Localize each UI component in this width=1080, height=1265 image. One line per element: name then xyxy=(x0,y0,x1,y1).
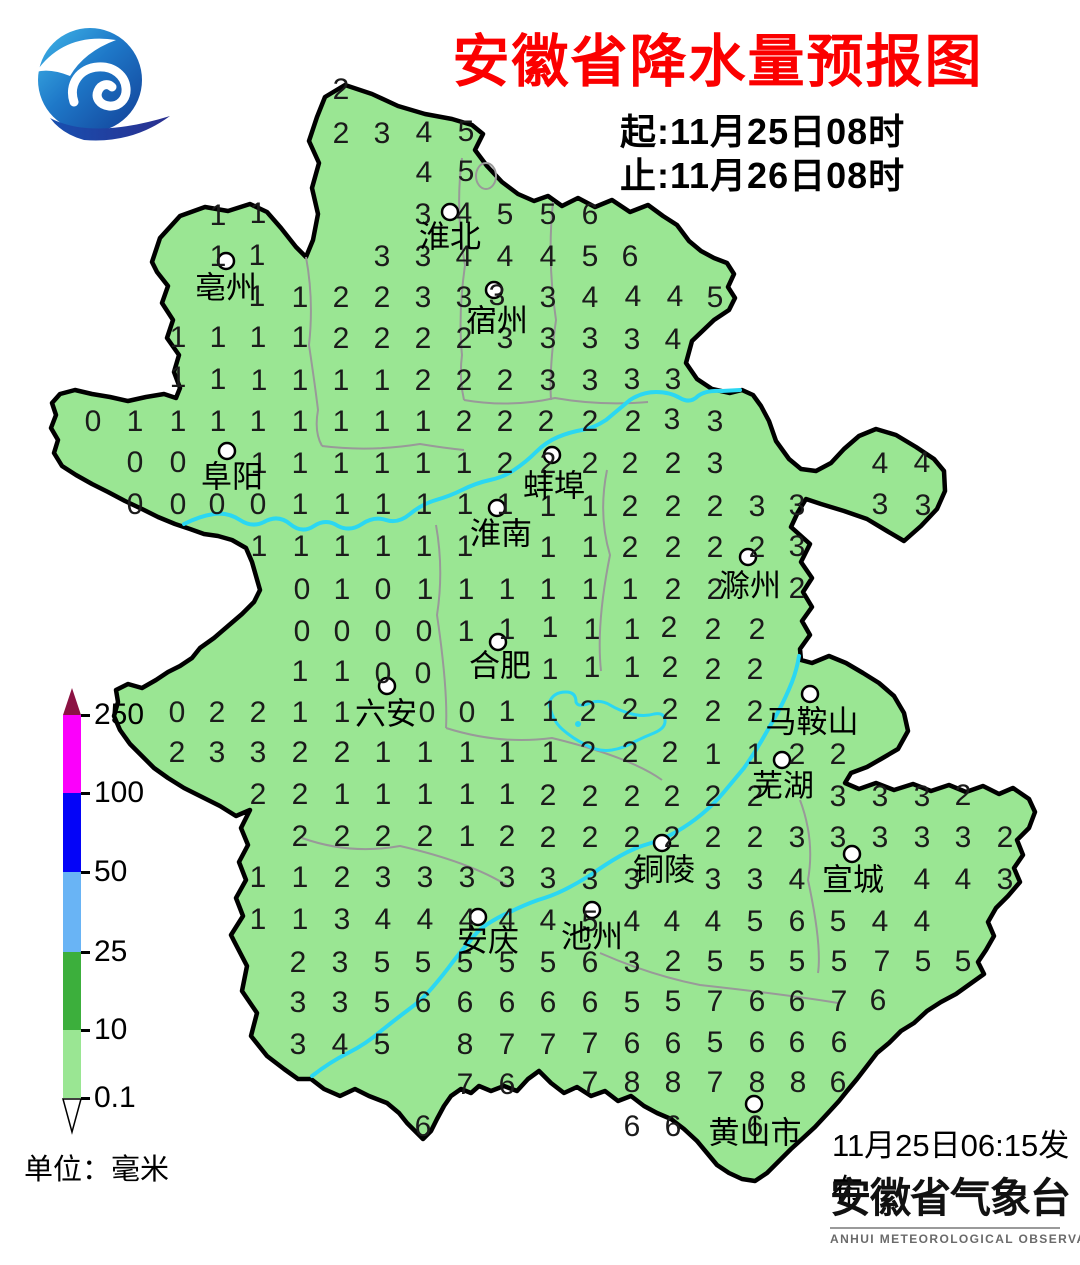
period-end: 止:11月26日08时 xyxy=(620,154,906,196)
period-start: 起:11月25日08时 xyxy=(620,111,906,152)
city-marker xyxy=(217,441,237,461)
logo-swoosh-bottom xyxy=(50,116,170,141)
city-marker xyxy=(744,1094,764,1114)
city-marker xyxy=(800,684,820,704)
rivers xyxy=(182,388,801,1078)
city-marker xyxy=(216,251,236,271)
district-boundaries xyxy=(301,157,839,1004)
huai-river xyxy=(182,388,742,532)
legend-band xyxy=(63,872,81,952)
meteorological-bureau-logo xyxy=(22,14,172,151)
agency-name-english: ANHUI METEOROLOGICAL OBSERVATORY xyxy=(830,1232,1080,1246)
legend-tick xyxy=(81,951,90,954)
issue-time: 11月25日06:15发布 xyxy=(832,1128,1070,1208)
city-marker xyxy=(488,632,508,652)
agency-name: 安徽省气象台 xyxy=(830,1175,1071,1221)
city-marker xyxy=(652,833,672,853)
legend-color-bar xyxy=(63,715,81,1098)
agency-signature: 安徽省气象台 ANHUI METEOROLOGICAL OBSERVATORY xyxy=(830,1164,1080,1246)
legend-tick xyxy=(81,1097,90,1100)
forecast-period: 起:11月25日08时 止:11月26日08时 xyxy=(620,110,905,198)
city-marker xyxy=(377,676,397,696)
lake-island xyxy=(575,721,581,727)
city-marker xyxy=(468,907,488,927)
yangtze-river xyxy=(310,654,801,1078)
city-marker xyxy=(484,280,504,300)
city-marker xyxy=(542,445,562,465)
legend-band xyxy=(63,1030,81,1098)
city-markers-group xyxy=(216,202,862,1114)
unit-label: 单位：毫米 xyxy=(24,1154,170,1186)
legend-value-label: 10 xyxy=(94,1013,128,1046)
logo-cloud-spiral xyxy=(68,62,131,111)
legend-value-label: 0.1 xyxy=(94,1081,136,1114)
city-marker xyxy=(487,498,507,518)
logo-swoosh-top xyxy=(36,38,116,76)
city-marker xyxy=(440,202,460,222)
legend-arrow-bottom xyxy=(62,1098,82,1135)
legend-arrow-top xyxy=(63,688,81,715)
legend-tick xyxy=(81,714,90,717)
legend-tick xyxy=(81,792,90,795)
legend-value-label: 250 xyxy=(94,698,145,731)
city-marker xyxy=(738,547,758,567)
agency-divider xyxy=(830,1227,1060,1229)
legend-tick xyxy=(81,871,90,874)
legend-band xyxy=(63,952,81,1030)
chao-lake xyxy=(547,690,667,752)
city-marker xyxy=(582,900,602,920)
legend-value-label: 50 xyxy=(94,855,128,888)
legend-band xyxy=(63,793,81,872)
city-marker xyxy=(772,750,792,770)
legend-tick xyxy=(81,1029,90,1032)
city-marker xyxy=(842,844,862,864)
province-outline xyxy=(48,82,1038,1184)
page-title: 安徽省降水量预报图 xyxy=(452,30,984,94)
legend-band xyxy=(63,715,81,793)
legend-value-label: 25 xyxy=(94,935,128,968)
legend-value-label: 100 xyxy=(94,776,145,809)
